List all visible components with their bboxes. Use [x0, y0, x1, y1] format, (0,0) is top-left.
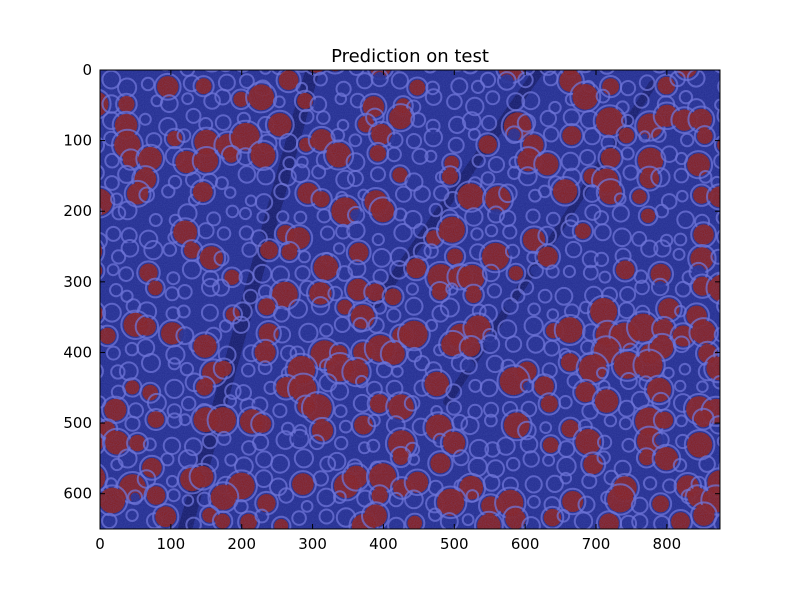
x-tick-label: 600 — [511, 535, 540, 553]
cell-border — [294, 70, 309, 73]
chart-title: Prediction on test — [331, 46, 489, 67]
cell-border — [219, 70, 232, 73]
predicted-region — [719, 70, 720, 71]
predicted-region — [308, 70, 324, 73]
cell-border — [204, 70, 220, 73]
y-tick-label: 500 — [63, 414, 92, 432]
cell-border — [145, 70, 150, 71]
cell-border — [717, 79, 720, 94]
y-tick-label: 200 — [63, 202, 92, 220]
cell-border — [490, 54, 501, 65]
y-tick-label: 600 — [63, 485, 92, 503]
x-tick-label: 100 — [157, 535, 186, 553]
cell-interior — [83, 152, 93, 162]
x-tick-label: 400 — [369, 535, 398, 553]
y-axis: 0 100 200 300 400 500 600 — [63, 61, 720, 503]
cell-border — [236, 70, 250, 73]
x-tick-label: 700 — [582, 535, 611, 553]
predicted-region — [203, 51, 221, 69]
cell-border — [620, 54, 634, 68]
x-tick-label: 300 — [298, 535, 327, 553]
predicted-region — [100, 244, 103, 259]
cell-border — [718, 461, 720, 473]
x-tick-label: 500 — [440, 535, 469, 553]
x-tick-label: 0 — [95, 535, 105, 553]
y-tick-label: 100 — [63, 132, 92, 150]
cell-border — [161, 70, 170, 72]
cell-border — [107, 52, 123, 68]
cell-border — [641, 56, 653, 68]
cell-border — [81, 378, 98, 395]
y-tick-label: 0 — [82, 61, 92, 79]
cell-border — [81, 150, 95, 164]
y-tick-label: 400 — [63, 343, 92, 361]
x-tick-label: 800 — [653, 535, 682, 553]
axes-frame — [99, 69, 721, 530]
cell-border — [80, 454, 98, 472]
x-tick-label: 200 — [227, 535, 256, 553]
cell-border — [129, 56, 141, 68]
cell-interior — [492, 56, 499, 63]
cell-interior — [697, 55, 706, 64]
cell-interior — [720, 438, 727, 445]
x-axis: 0 100 200 300 400 500 600 700 800 — [95, 70, 681, 553]
texture-overlay — [100, 70, 720, 529]
cell-interior — [85, 111, 94, 120]
y-tick-label: 300 — [63, 273, 92, 291]
cell-interior — [719, 113, 720, 118]
cell-border — [83, 108, 96, 121]
plot-area — [80, 51, 727, 529]
cell-interior — [100, 368, 101, 375]
cell-border — [88, 513, 99, 524]
cell-border — [695, 53, 708, 66]
